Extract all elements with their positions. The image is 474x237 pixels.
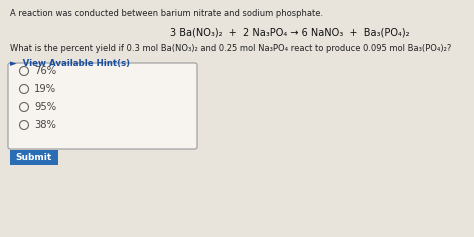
Text: 3 Ba(NO₃)₂  +  2 Na₃PO₄ → 6 NaNO₃  +  Ba₃(PO₄)₂: 3 Ba(NO₃)₂ + 2 Na₃PO₄ → 6 NaNO₃ + Ba₃(PO…: [170, 27, 410, 37]
Text: 38%: 38%: [34, 120, 56, 130]
FancyBboxPatch shape: [8, 63, 197, 149]
FancyBboxPatch shape: [10, 150, 58, 165]
Text: 19%: 19%: [34, 84, 56, 94]
Text: A reaction was conducted between barium nitrate and sodium phosphate.: A reaction was conducted between barium …: [10, 9, 323, 18]
Text: Submit: Submit: [16, 153, 52, 162]
Text: 76%: 76%: [34, 66, 56, 76]
Text: ►  View Available Hint(s): ► View Available Hint(s): [10, 59, 130, 68]
Text: 95%: 95%: [34, 102, 56, 112]
Text: What is the percent yield if 0.3 mol Ba(NO₃)₂ and 0.25 mol Na₃PO₄ react to produ: What is the percent yield if 0.3 mol Ba(…: [10, 44, 451, 53]
